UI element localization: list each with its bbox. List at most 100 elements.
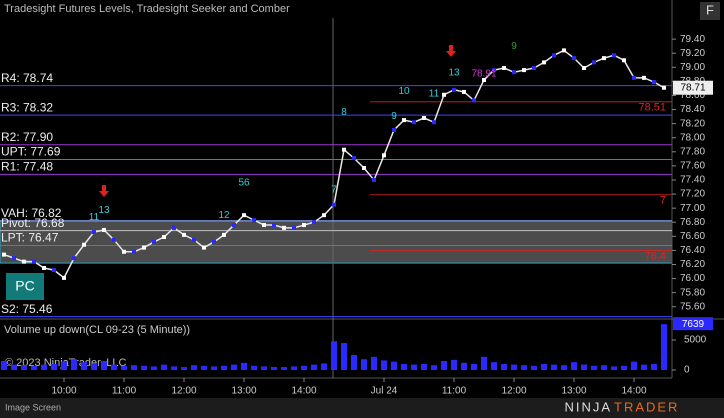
price-point <box>552 53 556 58</box>
volume-title: Volume up down(CL 09-23 (5 Minute)) <box>4 324 190 336</box>
y-tick-label: 76.00 <box>680 273 705 284</box>
volume-bar <box>361 359 367 370</box>
price-point <box>222 232 226 237</box>
price-point <box>32 259 36 264</box>
y-tick-label: 75.80 <box>680 287 705 298</box>
count-label: 8 <box>341 107 347 118</box>
volume-bar <box>121 365 127 370</box>
x-tick-label: 13:00 <box>231 386 256 397</box>
price-point <box>632 75 636 80</box>
price-line-label: 78.51 <box>638 102 666 114</box>
price-point <box>542 60 546 65</box>
level-label: Pivot: 76.68 <box>1 216 65 230</box>
price-point <box>132 249 136 254</box>
price-point <box>142 245 146 250</box>
volume-bar <box>11 364 17 370</box>
price-point <box>392 127 396 132</box>
volume-bar <box>91 363 97 370</box>
count-label: 7 <box>331 184 337 195</box>
signal-arrow <box>99 185 109 197</box>
price-point <box>112 237 116 242</box>
volume-bar <box>381 360 387 370</box>
price-point <box>62 275 66 280</box>
price-point <box>662 85 666 90</box>
y-tick-label: 79.00 <box>680 62 705 73</box>
price-point <box>442 92 446 97</box>
price-point <box>432 120 436 125</box>
price-point <box>232 223 236 228</box>
price-point <box>12 256 16 261</box>
volume-bar <box>221 365 227 370</box>
volume-bar <box>191 365 197 370</box>
price-line-label: 7 <box>660 195 666 207</box>
volume-bar <box>1 361 7 370</box>
count-label: 56 <box>238 177 250 188</box>
volume-bar <box>261 366 267 370</box>
price-point <box>412 120 416 125</box>
status-text: Image Screen <box>5 402 61 412</box>
price-point <box>472 98 476 103</box>
price-point <box>462 89 466 94</box>
volume-bar <box>601 365 607 370</box>
price-point <box>72 256 76 261</box>
volume-bar <box>391 361 397 370</box>
volume-bar <box>421 364 427 370</box>
y-tick-label: 5000 <box>684 335 707 346</box>
count-label: 12 <box>218 210 230 221</box>
volume-bar <box>311 364 317 370</box>
price-point <box>502 66 506 70</box>
y-tick-label: 78.40 <box>680 104 705 115</box>
status-bar <box>0 398 724 418</box>
volume-bar <box>411 364 417 370</box>
volume-bar <box>331 341 337 370</box>
volume-bar <box>281 367 287 370</box>
y-tick-label: 79.40 <box>680 34 705 45</box>
count-label: 78.91 <box>471 68 496 79</box>
volume-bar <box>351 355 357 370</box>
volume-bar <box>301 365 307 370</box>
volume-bar <box>661 324 667 370</box>
price-point <box>652 80 656 85</box>
price-point <box>342 147 346 152</box>
level-label: VAH: 76.82 <box>1 206 62 220</box>
volume-bar <box>251 365 257 370</box>
price-point <box>192 237 196 242</box>
y-tick-label: 78.60 <box>680 90 705 101</box>
price-point <box>492 68 496 73</box>
price-point <box>262 223 266 228</box>
level-label: R4: 78.74 <box>1 71 53 85</box>
volume-bar <box>511 364 517 370</box>
price-point <box>182 232 186 237</box>
last-volume-box <box>673 317 713 331</box>
price-point <box>602 56 606 61</box>
volume-bar <box>591 365 597 370</box>
x-tick-label: 14:00 <box>621 386 646 397</box>
f-button[interactable] <box>700 2 720 20</box>
volume-bar <box>291 366 297 370</box>
price-point <box>582 66 586 70</box>
price-point <box>372 177 376 182</box>
level-label: UPT: 77.69 <box>1 145 61 159</box>
volume-bar <box>131 365 137 370</box>
volume-bar <box>521 365 527 370</box>
y-tick-label: 77.20 <box>680 189 705 200</box>
count-label: 13 <box>98 205 110 216</box>
count-label: 9 <box>391 111 397 122</box>
volume-bar <box>471 364 477 370</box>
price-point <box>162 235 166 240</box>
last-volume-label: 7639 <box>682 319 705 330</box>
price-point <box>202 245 206 250</box>
y-tick-label: 77.40 <box>680 175 705 186</box>
logo-a: NINJA <box>564 399 612 414</box>
level-label: R1: 77.48 <box>1 160 53 174</box>
price-point <box>642 75 646 80</box>
volume-bar <box>551 364 557 370</box>
f-button-label[interactable]: F <box>706 2 714 17</box>
volume-bar <box>481 356 487 370</box>
volume-bar <box>461 362 467 370</box>
price-point <box>352 156 356 161</box>
pc-button[interactable] <box>6 273 44 300</box>
pc-button-label[interactable]: PC <box>15 278 34 294</box>
